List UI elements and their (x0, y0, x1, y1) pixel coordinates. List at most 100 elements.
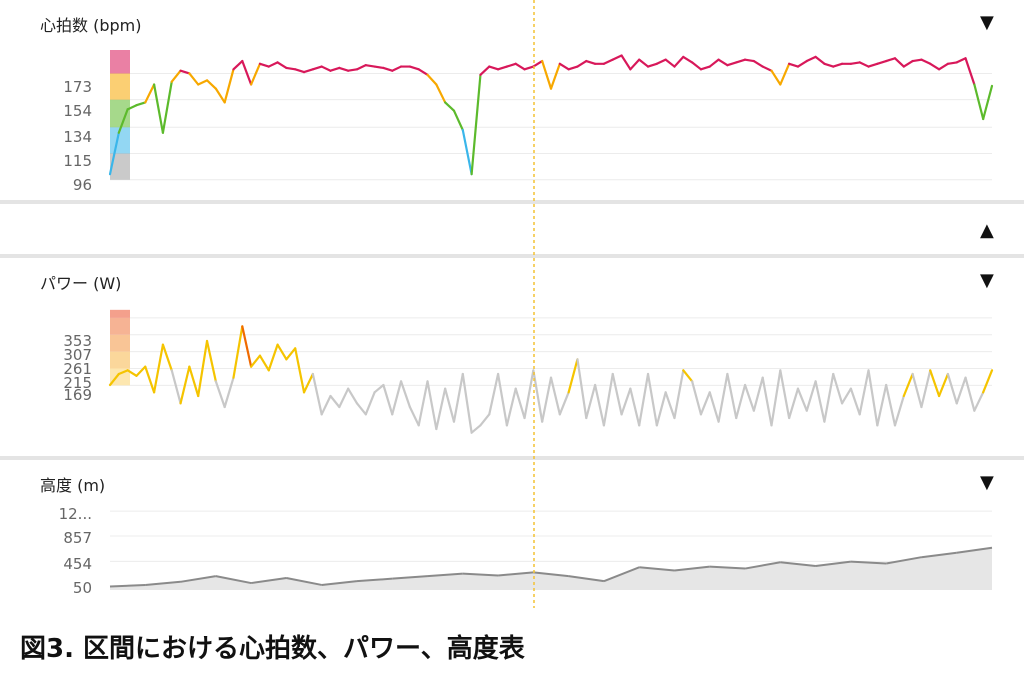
power-zone-band (110, 351, 130, 369)
power-line-segment (902, 372, 914, 398)
power-line-segment (893, 394, 905, 427)
altitude-line-segment (815, 560, 852, 568)
hr-line-segment (549, 62, 561, 90)
altitude-line-segment (497, 571, 534, 577)
power-line-segment (788, 387, 800, 420)
power-line-segment (735, 383, 747, 420)
power-zone-band (110, 368, 130, 386)
power-line-segment (920, 369, 932, 409)
altitude-collapse-toggle[interactable]: ▼ (980, 472, 994, 493)
hr-line-segment (620, 54, 632, 71)
hr-line-segment (673, 55, 685, 68)
hr-line-segment (691, 61, 703, 71)
power-line-segment (523, 369, 535, 420)
hr-line-segment (355, 64, 367, 71)
hr-line-segment (602, 58, 614, 65)
hr-line-segment (188, 72, 200, 86)
power-line-segment (638, 372, 650, 427)
altitude-line-segment (109, 583, 146, 588)
hr-line-segment (567, 65, 579, 71)
altitude-line-segment (356, 577, 393, 583)
hr-line-segment (232, 59, 244, 71)
hr-line-segment (205, 79, 217, 90)
power-line-segment (452, 372, 464, 423)
hr-line-segment (893, 57, 905, 68)
power-line-segment (973, 391, 985, 412)
hr-line-segment (611, 54, 623, 61)
hr-tick-1: 154 (63, 102, 92, 120)
hr-line-segment (426, 73, 438, 86)
power-line-segment (267, 343, 279, 372)
power-line-segment (567, 358, 579, 394)
power-line-segment (805, 380, 817, 412)
hr-tick-4: 96 (72, 176, 92, 194)
hr-tick-0: 173 (63, 78, 92, 96)
power-line-segment (179, 365, 191, 405)
hr-line-segment (832, 62, 844, 68)
power-line-segment (188, 365, 200, 398)
altitude-line-segment (180, 575, 216, 583)
power-tick-1: 307 (63, 346, 92, 364)
hr-line-segment (329, 66, 341, 72)
power-line-segment (858, 369, 870, 416)
altitude-line-segment (286, 577, 322, 586)
hr-line-segment (108, 131, 120, 176)
power-line-segment (241, 325, 253, 368)
altitude-line-segment (462, 572, 499, 577)
altitude-line-segment (533, 571, 569, 578)
hr-line-segment (885, 57, 897, 63)
hr-line-segment (320, 65, 332, 72)
hr-line-segment (382, 66, 394, 72)
hr-line-segment (902, 59, 914, 68)
hr-line-segment (197, 79, 209, 86)
hr-line-segment (170, 69, 182, 83)
hr-line-segment (250, 62, 262, 86)
altitude-line-segment (674, 565, 710, 572)
power-line-segment (488, 372, 500, 416)
altitude-line-segment (603, 566, 640, 583)
power-line-segment (285, 347, 297, 361)
hr-line-segment (391, 65, 403, 72)
hr-line-segment (417, 68, 429, 76)
hr-line-segment (937, 62, 950, 71)
hr-line-segment (576, 59, 588, 68)
power-line-segment (276, 343, 288, 361)
hr-line-segment (461, 128, 473, 176)
heart-rate-collapse-toggle[interactable]: ▼ (980, 12, 994, 33)
hr-line-segment (214, 87, 226, 104)
hr-line-segment (523, 65, 535, 71)
power-line-segment (197, 339, 209, 398)
power-line-segment (699, 391, 711, 416)
altitude-line-segment (145, 580, 181, 586)
hr-line-segment (541, 59, 553, 90)
hr-line-segment (435, 83, 447, 104)
hr-line-segment (585, 59, 597, 65)
power-line-segment (258, 354, 270, 372)
power-line-segment (585, 383, 597, 420)
power-line-segment (955, 376, 967, 405)
power-line-segment (796, 387, 808, 412)
hr-line-segment (179, 69, 191, 75)
power-line-segment (444, 387, 456, 423)
power-line-segment (885, 383, 897, 427)
altitude-area (110, 547, 992, 590)
power-line-segment (320, 394, 332, 416)
hr-line-segment (823, 62, 835, 68)
figure-caption: 図3. 区間における心拍数、パワー、高度表 (20, 634, 525, 664)
power-line-segment (505, 387, 517, 427)
altitude-line-segment (850, 560, 887, 565)
hr-line-segment (717, 58, 729, 67)
alt-tick-1: 857 (63, 529, 92, 547)
hr-line-segment (496, 65, 508, 71)
power-collapse-toggle[interactable]: ▼ (980, 270, 994, 291)
altitude-line-segment (639, 566, 675, 572)
expand-toggle[interactable]: ▲ (980, 220, 994, 241)
hr-line-segment (682, 55, 694, 64)
altitude-chart (109, 510, 993, 590)
power-panel: パワー (W) ▼ 353 307 261 215 169 (0, 258, 1024, 456)
divider (0, 254, 1024, 258)
power-line-segment (355, 402, 367, 416)
power-line-segment (655, 391, 667, 427)
power-line-segment (611, 372, 623, 416)
hr-line-segment (867, 62, 879, 68)
